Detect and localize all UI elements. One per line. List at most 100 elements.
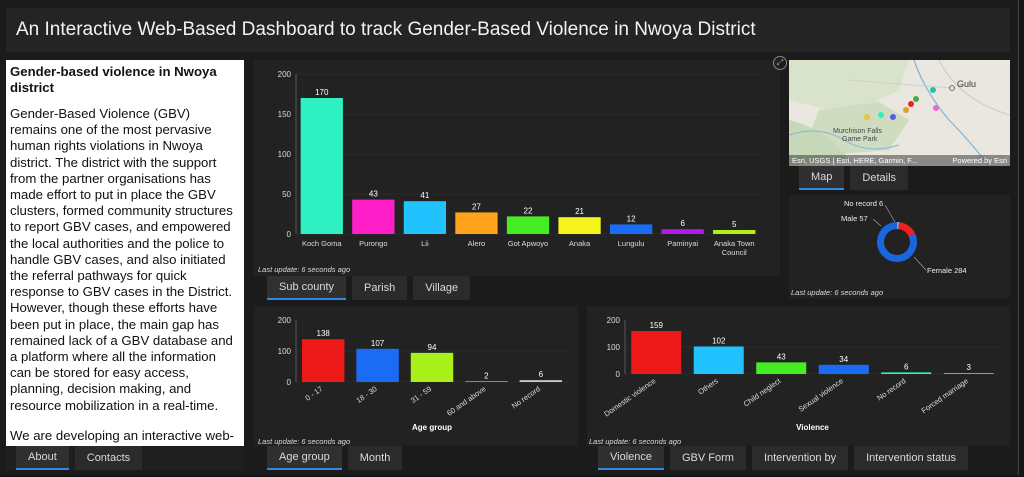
- map-point: [890, 114, 896, 120]
- data-label: 6: [539, 370, 544, 379]
- bar: [403, 201, 447, 234]
- tab-intervention-by[interactable]: Intervention by: [751, 446, 849, 470]
- age-chart-panel: 0 100 200 138 0 - 17 107 18 - 30 94 31 - 59 2 60 a…: [254, 306, 578, 446]
- map-point: [913, 96, 919, 102]
- y-tick-label: 200: [607, 316, 621, 325]
- y-tick-label: 100: [278, 150, 292, 159]
- data-label: 138: [317, 329, 331, 338]
- bar: [301, 339, 345, 382]
- subcounty-chart-panel: 0 50 100 150 200 170 Koch Goma 43 Purongo 41 Lii 27…: [254, 60, 780, 276]
- tab-age-group[interactable]: Age group: [267, 446, 342, 470]
- y-tick-label: 0: [287, 230, 292, 239]
- y-tick-label: 50: [282, 190, 291, 199]
- expand-icon[interactable]: ⤢: [773, 56, 787, 70]
- map-point: [864, 114, 870, 120]
- intro-paragraph-2: We are developing an interactive web-bas…: [10, 427, 235, 446]
- bar: [943, 373, 994, 374]
- bar: [631, 331, 682, 374]
- x-tick-label: Child neglect: [742, 376, 783, 409]
- dashboard-header: An Interactive Web-Based Dashboard to tr…: [6, 8, 1010, 52]
- x-tick-label: Paminyai: [667, 239, 698, 248]
- data-label: 43: [369, 190, 378, 199]
- tab-details[interactable]: Details: [850, 166, 909, 190]
- tab-contacts[interactable]: Contacts: [74, 446, 143, 470]
- violence-chart-panel: 0 100 200 159 Domestic violence 102 Others 43 Ch…: [587, 306, 1010, 446]
- pie-label: Male 57: [841, 214, 868, 223]
- leader-line: [913, 256, 927, 271]
- x-tick-label: Sexual violence: [797, 376, 845, 414]
- map-view[interactable]: Gulu Murchison Falls Game Park Esri, USG…: [789, 60, 1010, 166]
- pie-slice: [897, 222, 900, 230]
- pie-slice: [898, 222, 916, 237]
- bar: [713, 230, 756, 234]
- pie-slice: [877, 222, 917, 262]
- tab-sub-county[interactable]: Sub county: [267, 276, 347, 300]
- data-label: 94: [428, 343, 437, 352]
- gender-last-update: Last update: 6 seconds ago: [791, 288, 884, 297]
- subcounty-tabs: Sub county Parish Village: [267, 276, 471, 300]
- age-last-update: Last update: 6 seconds ago: [258, 437, 351, 446]
- leader-line: [872, 218, 882, 227]
- tab-gbv-form[interactable]: GBV Form: [670, 446, 746, 470]
- data-label: 6: [904, 362, 909, 371]
- data-label: 102: [712, 336, 726, 345]
- data-label: 22: [524, 206, 533, 215]
- x-tick-label: Domestic violence: [602, 376, 657, 418]
- x-tick-label: Got Apwoyo: [508, 239, 548, 248]
- violence-bar-chart: 0 100 200 159 Domestic violence 102 Others 43 Ch…: [602, 316, 1000, 432]
- page-title: An Interactive Web-Based Dashboard to tr…: [16, 19, 756, 40]
- map-label-park: Murchison Falls: [833, 128, 883, 135]
- data-label: 27: [472, 202, 481, 211]
- intro-tabs: About Contacts: [16, 446, 143, 470]
- tab-map[interactable]: Map: [799, 166, 845, 190]
- data-label: 107: [371, 339, 385, 348]
- x-tick-label: 60 and above: [445, 384, 487, 417]
- tab-violence[interactable]: Violence: [598, 446, 664, 470]
- bar: [661, 229, 704, 234]
- y-tick-label: 0: [287, 378, 292, 387]
- data-label: 12: [627, 214, 636, 223]
- x-tick-label: Anaka: [569, 239, 591, 248]
- tab-intervention-status[interactable]: Intervention status: [854, 446, 968, 470]
- x-axis-label: Age group: [412, 423, 452, 432]
- tab-month[interactable]: Month: [347, 446, 403, 470]
- x-axis-label: Violence: [796, 423, 829, 432]
- data-label: 159: [650, 321, 664, 330]
- bar: [352, 199, 395, 234]
- age-tabs: Age group Month: [267, 446, 403, 470]
- x-tick-label: Koch Goma: [302, 239, 342, 248]
- map-tabs: Map Details: [799, 166, 909, 190]
- y-tick-label: 200: [278, 316, 292, 325]
- tab-village[interactable]: Village: [413, 276, 471, 300]
- bar: [356, 348, 399, 382]
- tab-parish[interactable]: Parish: [352, 276, 408, 300]
- data-label: 2: [484, 371, 489, 380]
- bar: [465, 381, 508, 382]
- bar: [693, 346, 744, 374]
- bar: [300, 98, 343, 234]
- bar: [506, 216, 550, 234]
- y-tick-label: 0: [616, 370, 621, 379]
- x-tick-label: Anaka Town: [714, 239, 755, 248]
- subcounty-bar-chart: 0 50 100 150 200 170 Koch Goma 43 Purongo 41 Lii 27…: [278, 70, 760, 257]
- data-label: 21: [575, 207, 584, 216]
- x-tick-label: No record: [875, 376, 907, 402]
- map-point: [908, 101, 914, 107]
- map-point: [933, 105, 939, 111]
- data-label: 5: [732, 220, 737, 229]
- x-tick-label: 18 - 30: [354, 384, 378, 405]
- intro-heading: Gender-based violence in Nwoya district: [10, 64, 217, 95]
- pie-label: No record 6: [844, 199, 883, 208]
- map-point: [878, 112, 884, 118]
- x-tick-label: Forced marriage: [920, 376, 970, 415]
- intro-text-panel: Gender-based violence in Nwoya district …: [6, 60, 244, 446]
- map-basemap: Gulu Murchison Falls Game Park: [789, 60, 1010, 166]
- x-tick-label: No record: [510, 384, 542, 410]
- tab-about[interactable]: About: [16, 446, 69, 470]
- data-label: 3: [967, 363, 972, 372]
- x-tick-label: Council: [722, 248, 747, 257]
- y-tick-label: 200: [278, 70, 292, 79]
- gender-chart-panel: No record 6 Male 57 Female 284 Last update…: [789, 195, 1010, 298]
- data-label: 43: [777, 352, 786, 361]
- bar: [558, 217, 601, 234]
